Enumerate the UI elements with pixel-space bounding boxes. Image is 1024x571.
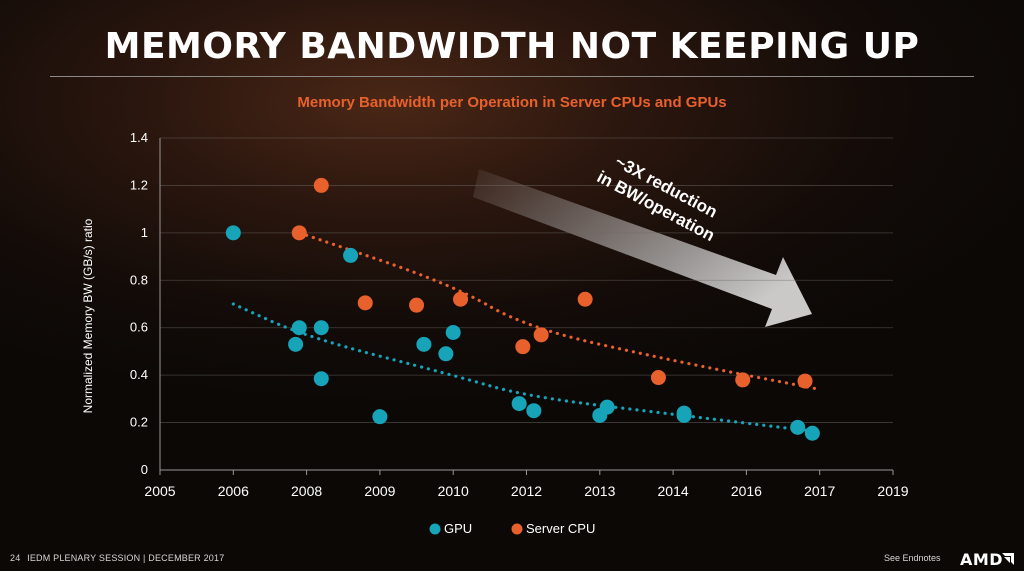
gpu-data-point xyxy=(291,320,307,336)
amd-logo: AMD xyxy=(960,550,1004,569)
cpu-data-point xyxy=(515,339,531,355)
gpu-data-point xyxy=(676,407,692,423)
cpu-trendline xyxy=(305,233,822,391)
gridlines xyxy=(160,137,893,423)
x-tick-label: 2010 xyxy=(438,483,469,499)
gpu-data-point xyxy=(313,320,329,336)
title-divider xyxy=(50,76,974,77)
x-tick-label: 2014 xyxy=(658,483,689,499)
gpu-data-point xyxy=(288,336,304,352)
axes: 0 0.2 0.4 0.6 0.8 1 1.2 1.4 2005 2006 2008 2009 2010… xyxy=(130,130,909,499)
x-tick-label: 2012 xyxy=(511,483,542,499)
gpu-data-point xyxy=(790,419,806,435)
trendlines xyxy=(231,233,822,434)
reduction-arrow xyxy=(473,169,812,327)
cpu-data-point xyxy=(409,297,425,313)
gpu-data-point xyxy=(438,346,454,362)
x-tick-label: 2006 xyxy=(218,483,249,499)
amd-arrow-icon xyxy=(1002,553,1014,565)
legend-gpu-label: GPU xyxy=(444,521,472,536)
chart-title: Memory Bandwidth per Operation in Server… xyxy=(297,94,726,111)
y-tick-label: 1.4 xyxy=(130,130,148,145)
y-tick-label: 0.6 xyxy=(130,320,148,335)
y-axis-label: Normalized Memory BW (GB/s) ratio xyxy=(81,218,95,413)
footer-session: 24 IEDM PLENARY SESSION | DECEMBER 2017 xyxy=(10,553,224,563)
footer-text: IEDM PLENARY SESSION | DECEMBER 2017 xyxy=(27,553,225,563)
y-tick-label: 0.8 xyxy=(130,272,148,287)
x-tick-label: 2019 xyxy=(877,483,908,499)
gpu-data-point xyxy=(416,336,432,352)
y-tick-label: 1.2 xyxy=(130,177,148,192)
cpu-data-point xyxy=(313,177,329,193)
legend-gpu-marker xyxy=(429,523,441,535)
legend-cpu-label: Server CPU xyxy=(526,521,595,536)
x-tick-label: 2017 xyxy=(804,483,835,499)
legend-cpu-marker xyxy=(511,523,523,535)
x-tick-label: 2008 xyxy=(291,483,322,499)
y-tick-label: 0.2 xyxy=(130,415,148,430)
data-points xyxy=(225,177,820,441)
cpu-data-point xyxy=(533,327,549,343)
cpu-data-point xyxy=(797,373,813,389)
gpu-data-point xyxy=(526,403,542,419)
cpu-data-point xyxy=(291,225,307,241)
gpu-data-point xyxy=(225,225,241,241)
endnotes-note: See Endnotes xyxy=(884,553,941,563)
legend: GPU Server CPU xyxy=(429,521,595,536)
cpu-data-point xyxy=(735,372,751,388)
y-tick-label: 0.4 xyxy=(130,367,148,382)
gpu-data-point xyxy=(511,396,527,412)
gpu-data-point xyxy=(445,324,461,340)
y-tick-label: 1 xyxy=(141,225,148,240)
y-tick-label: 0 xyxy=(141,462,148,477)
cpu-data-point xyxy=(357,295,373,311)
page-number: 24 xyxy=(10,553,21,563)
slide-title: MEMORY BANDWIDTH NOT KEEPING UP xyxy=(104,26,920,67)
cpu-data-point xyxy=(650,370,666,386)
x-tick-label: 2005 xyxy=(144,483,175,499)
gpu-data-point xyxy=(372,409,388,425)
gpu-data-point xyxy=(343,247,359,263)
gpu-data-point xyxy=(313,371,329,387)
x-tick-label: 2013 xyxy=(584,483,615,499)
cpu-data-point xyxy=(577,291,593,307)
x-tick-label: 2009 xyxy=(364,483,395,499)
x-tick-label: 2016 xyxy=(731,483,762,499)
gpu-data-point xyxy=(804,425,820,441)
gpu-data-point xyxy=(599,399,615,415)
cpu-data-point xyxy=(453,291,469,307)
